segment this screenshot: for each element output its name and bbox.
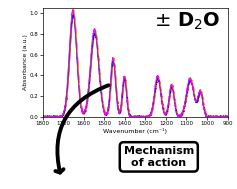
X-axis label: Wavenumber (cm⁻¹): Wavenumber (cm⁻¹) <box>103 128 167 134</box>
Text: Mechanism
of action: Mechanism of action <box>124 146 194 168</box>
Text: $\pm$ D$_2$O: $\pm$ D$_2$O <box>154 11 220 32</box>
Y-axis label: Absorbance (a.u.): Absorbance (a.u.) <box>23 34 28 90</box>
